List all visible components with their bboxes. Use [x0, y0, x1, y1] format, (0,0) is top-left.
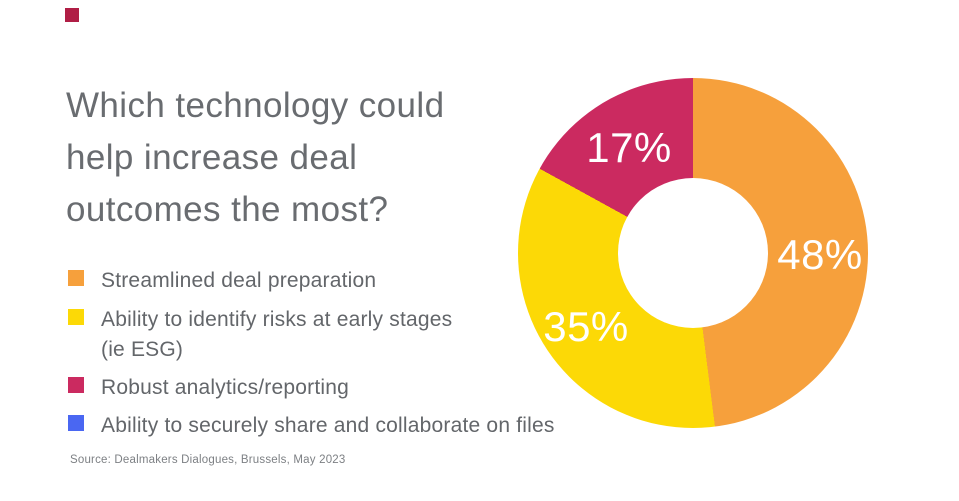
legend-label: Streamlined deal preparation: [101, 269, 377, 292]
chart-title-line-3: outcomes the most?: [66, 190, 389, 229]
legend-swatch-pink: [68, 377, 84, 393]
legend-label: Ability to identify risks at early stage…: [101, 308, 453, 331]
source-note: Source: Dealmakers Dialogues, Brussels, …: [70, 454, 346, 466]
chart-title-line-2: help increase deal: [66, 138, 358, 177]
legend-label-line2: (ie ESG): [101, 338, 184, 361]
slice-label-48-percent: 48%: [777, 231, 863, 278]
legend-swatch-blue: [68, 415, 84, 431]
chart-title: Which technology could help increase dea…: [66, 80, 444, 236]
donut-hole: [618, 178, 768, 328]
legend-item-identify-risks-early: Ability to identify risks at early stage…: [68, 305, 452, 365]
legend-label: Ability to securely share and collaborat…: [101, 414, 555, 437]
slice-label-35-percent: 35%: [543, 303, 629, 350]
legend-item-streamlined-deal-preparation: Streamlined deal preparation: [68, 266, 376, 296]
chart-title-line-1: Which technology could: [66, 86, 445, 125]
legend-label: Robust analytics/reporting: [101, 376, 349, 399]
slice-label-17-percent: 17%: [586, 124, 672, 171]
legend-item-securely-share-files: Ability to securely share and collaborat…: [68, 411, 555, 441]
legend-item-robust-analytics: Robust analytics/reporting: [68, 373, 349, 403]
legend-swatch-orange: [68, 270, 84, 286]
legend-swatch-yellow: [68, 309, 84, 325]
brand-logo-square: [65, 8, 79, 22]
donut-chart: 48% 35% 17%: [518, 78, 868, 428]
